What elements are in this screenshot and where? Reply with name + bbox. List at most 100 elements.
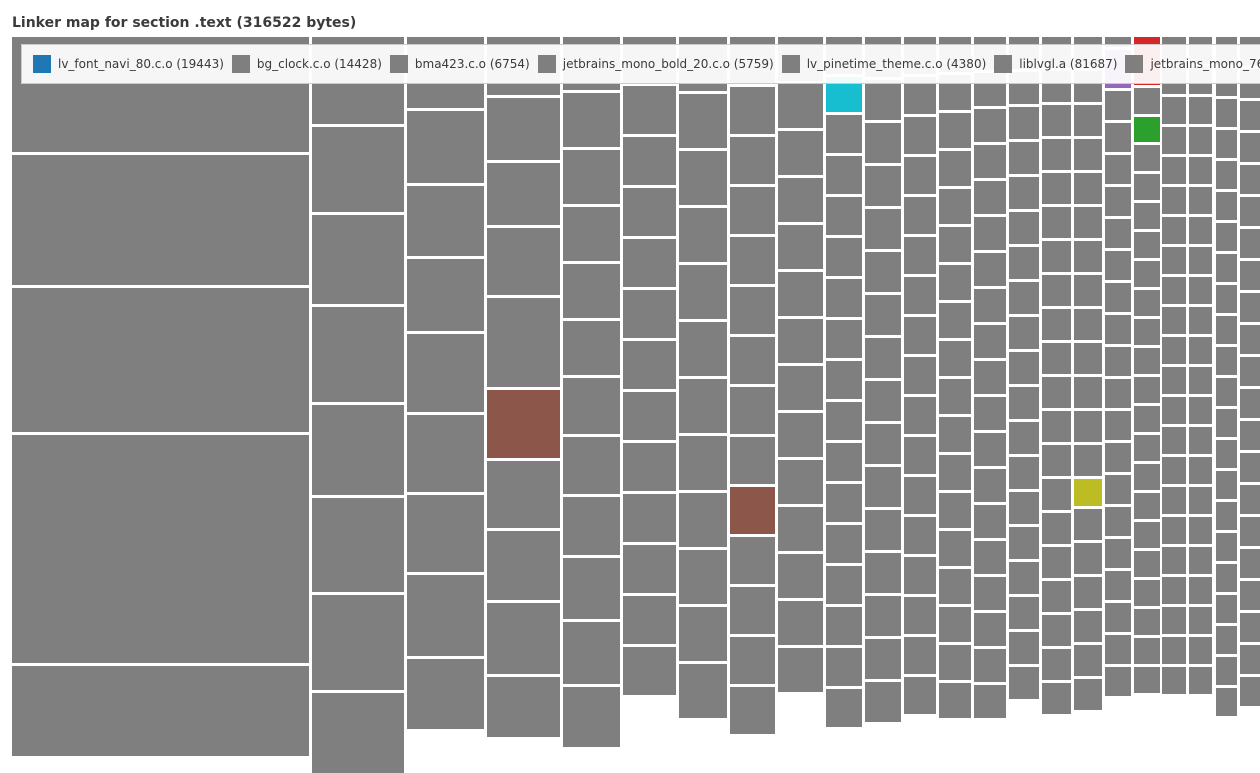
treemap-cell — [1162, 187, 1186, 214]
treemap-cell — [826, 238, 862, 276]
treemap-cell — [12, 288, 309, 432]
treemap-cell — [1189, 547, 1212, 574]
treemap-cell — [904, 637, 936, 674]
treemap-cell — [1189, 97, 1212, 124]
treemap-cell — [1216, 316, 1237, 344]
treemap-cell — [826, 525, 862, 563]
treemap-cell — [1216, 285, 1237, 313]
treemap-cell — [563, 93, 620, 147]
treemap-cell — [1105, 251, 1131, 280]
treemap-cell — [1009, 457, 1039, 489]
treemap-cell — [939, 113, 971, 148]
treemap-cell — [904, 357, 936, 394]
treemap-cell — [1189, 307, 1212, 334]
treemap-cell — [1162, 457, 1186, 484]
treemap-cell — [974, 325, 1006, 358]
treemap-cell — [1189, 517, 1212, 544]
treemap-cell — [904, 277, 936, 314]
treemap-cell — [939, 493, 971, 528]
treemap-cell — [1216, 130, 1237, 158]
treemap-cell — [1009, 177, 1039, 209]
treemap-cell — [865, 295, 901, 335]
treemap-cell — [1105, 443, 1131, 472]
treemap-cell — [1216, 223, 1237, 251]
treemap-cell — [1240, 229, 1260, 258]
treemap-cell — [778, 366, 823, 410]
treemap-cell — [1074, 343, 1102, 374]
legend-bar: lv_font_navi_80.c.o (19443) bg_clock.c.o … — [21, 44, 1260, 84]
treemap-cell — [1074, 105, 1102, 136]
treemap-cell — [974, 469, 1006, 502]
treemap-cell — [1042, 139, 1071, 170]
treemap-cell — [826, 484, 862, 522]
treemap-cell — [1240, 581, 1260, 610]
legend-label: bma423.c.o (6754) — [414, 57, 530, 71]
treemap-cell — [778, 413, 823, 457]
treemap-cell — [904, 157, 936, 194]
treemap-cell — [1134, 406, 1160, 432]
treemap-cell — [974, 145, 1006, 178]
treemap-cell — [1189, 367, 1212, 394]
treemap-cell — [1216, 564, 1237, 592]
treemap-cell — [623, 290, 676, 338]
treemap-cell — [1134, 261, 1160, 287]
treemap-cell — [1216, 440, 1237, 468]
treemap-cell — [974, 433, 1006, 466]
treemap-cell — [1074, 241, 1102, 272]
treemap-cell — [730, 337, 775, 384]
treemap-cell — [563, 497, 620, 555]
treemap-cell — [826, 361, 862, 399]
treemap-cell — [939, 303, 971, 338]
treemap-cell — [730, 87, 775, 134]
legend-swatch-icon — [33, 55, 51, 73]
treemap-cell — [939, 455, 971, 490]
treemap-cell — [826, 279, 862, 317]
treemap-cell — [939, 151, 971, 186]
treemap-cell — [1189, 397, 1212, 424]
treemap-cell — [1189, 127, 1212, 154]
legend-label: jetbrains_mono_76.c.o (3321) — [1150, 57, 1260, 71]
treemap-cell — [1240, 485, 1260, 514]
treemap-cell — [563, 378, 620, 434]
treemap-cell — [1009, 632, 1039, 664]
treemap-canvas — [12, 37, 1260, 773]
treemap-cell — [1042, 343, 1071, 374]
treemap-cell — [679, 607, 727, 661]
treemap-cell — [1216, 378, 1237, 406]
treemap-cell — [623, 494, 676, 542]
treemap-cell — [1105, 603, 1131, 632]
treemap-cell — [1042, 309, 1071, 340]
treemap-cell — [1240, 645, 1260, 674]
legend-label: lv_font_navi_80.c.o (19443) — [58, 57, 224, 71]
treemap-cell — [778, 460, 823, 504]
treemap-cell — [1134, 319, 1160, 345]
legend-swatch-icon — [537, 55, 556, 73]
treemap-cell — [1162, 517, 1186, 544]
legend-item-lv_pinetime_theme.c.o: lv_pinetime_theme.c.o (4380) — [781, 55, 986, 73]
treemap-cell — [826, 566, 862, 604]
treemap-cell — [1042, 275, 1071, 306]
treemap-cell — [1189, 217, 1212, 244]
treemap-cell — [1105, 507, 1131, 536]
treemap-cell — [904, 677, 936, 714]
treemap-cell — [679, 664, 727, 718]
treemap-cell — [904, 597, 936, 634]
treemap-cell — [865, 424, 901, 464]
treemap-cell — [679, 550, 727, 604]
treemap-cell — [1162, 577, 1186, 604]
treemap-cell — [1134, 464, 1160, 490]
treemap-cell — [1240, 389, 1260, 418]
treemap-cell — [730, 387, 775, 434]
treemap-cell — [1162, 397, 1186, 424]
legend-swatch-icon — [994, 55, 1013, 73]
treemap-cell — [826, 402, 862, 440]
treemap-cell — [487, 228, 560, 295]
treemap-cell — [730, 187, 775, 234]
legend-label: jetbrains_mono_bold_20.c.o (5759) — [562, 57, 774, 71]
treemap-cell — [407, 259, 484, 331]
treemap-cell — [730, 687, 775, 734]
treemap-cell — [679, 151, 727, 205]
treemap-cell — [939, 607, 971, 642]
treemap-cell — [1189, 337, 1212, 364]
treemap-cell — [974, 397, 1006, 430]
